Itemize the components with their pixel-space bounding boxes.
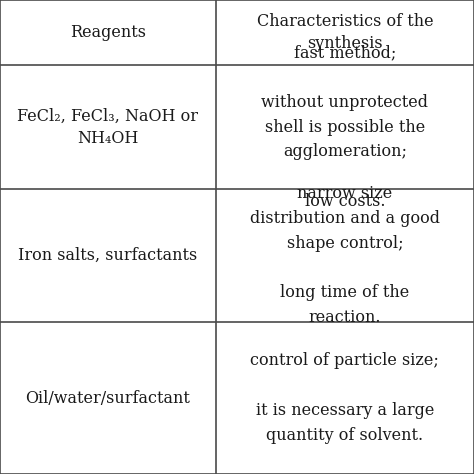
Text: Oil/water/surfactant: Oil/water/surfactant bbox=[26, 390, 190, 407]
Text: control of particle size;

it is necessary a large
quantity of solvent.: control of particle size; it is necessar… bbox=[250, 353, 439, 444]
Text: FeCl₂, FeCl₃, NaOH or
NH₄OH: FeCl₂, FeCl₃, NaOH or NH₄OH bbox=[18, 108, 198, 146]
Text: Iron salts, surfactants: Iron salts, surfactants bbox=[18, 247, 198, 264]
Text: Reagents: Reagents bbox=[70, 24, 146, 41]
Text: fast method;

without unprotected
shell is possible the
agglomeration;

low cost: fast method; without unprotected shell i… bbox=[261, 44, 428, 210]
Text: narrow size
distribution and a good
shape control;

long time of the
reaction.: narrow size distribution and a good shap… bbox=[250, 185, 440, 326]
Text: Characteristics of the
synthesis: Characteristics of the synthesis bbox=[256, 13, 433, 52]
